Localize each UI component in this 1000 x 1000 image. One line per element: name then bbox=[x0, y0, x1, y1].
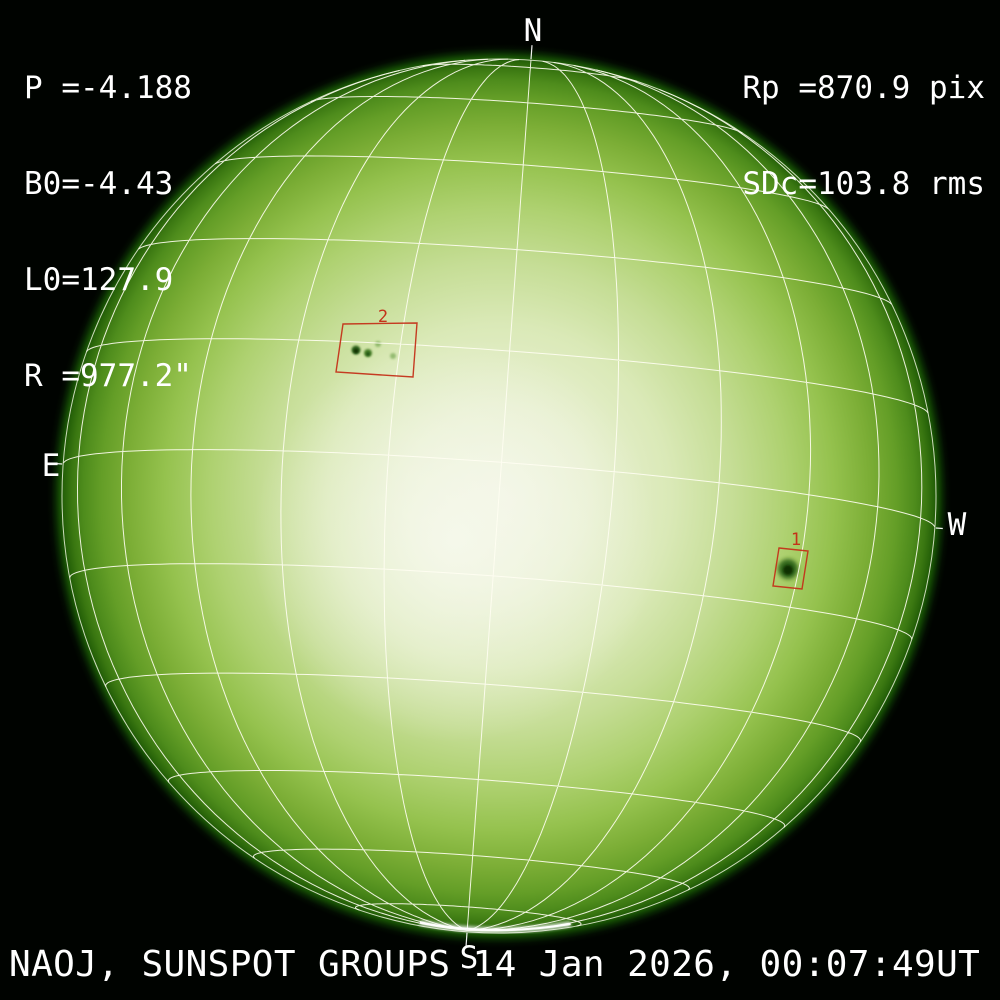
sunspot-core bbox=[353, 348, 359, 354]
caption: NAOJ, SUNSPOT GROUPS 14 Jan 2026, 00:07:… bbox=[9, 944, 981, 985]
sunspot bbox=[375, 341, 381, 347]
fit-params-block: Rp =870.9 pix SDc=103.8 rms bbox=[742, 8, 985, 264]
p-angle-line: P =-4.188 bbox=[24, 70, 192, 106]
axis-tick-west bbox=[935, 527, 943, 530]
sunspot-group-number-1: 1 bbox=[791, 530, 801, 550]
sunspot-group-number-2: 2 bbox=[378, 307, 388, 327]
b0-line: B0=-4.43 bbox=[24, 166, 174, 202]
sunspot bbox=[390, 353, 396, 359]
compass-west: W bbox=[947, 507, 967, 543]
compass-north: N bbox=[523, 13, 543, 49]
sunspot-group-box-2 bbox=[335, 322, 418, 378]
polar-limb-brightening bbox=[419, 921, 571, 931]
axis-tick-north bbox=[530, 45, 533, 60]
heliographic-grid bbox=[63, 58, 936, 932]
compass-east: E bbox=[41, 448, 61, 484]
ephemeris-block: P =-4.188 B0=-4.43 L0=127.9 R =977.2" bbox=[24, 8, 192, 456]
l0-line: L0=127.9 bbox=[24, 262, 174, 298]
compass-south: S bbox=[459, 940, 479, 976]
sunspot-core bbox=[783, 565, 793, 575]
sdc-rms-line: SDc=103.8 rms bbox=[742, 166, 985, 202]
sunspot-core bbox=[366, 352, 370, 356]
axis-tick-south bbox=[465, 932, 468, 947]
radius-line: R =977.2" bbox=[24, 358, 192, 394]
sunspot-group-box-1 bbox=[772, 547, 809, 590]
axis-tick-east bbox=[55, 462, 63, 465]
solar-limb bbox=[61, 58, 937, 934]
radius-pix-line: Rp =870.9 pix bbox=[742, 70, 985, 106]
